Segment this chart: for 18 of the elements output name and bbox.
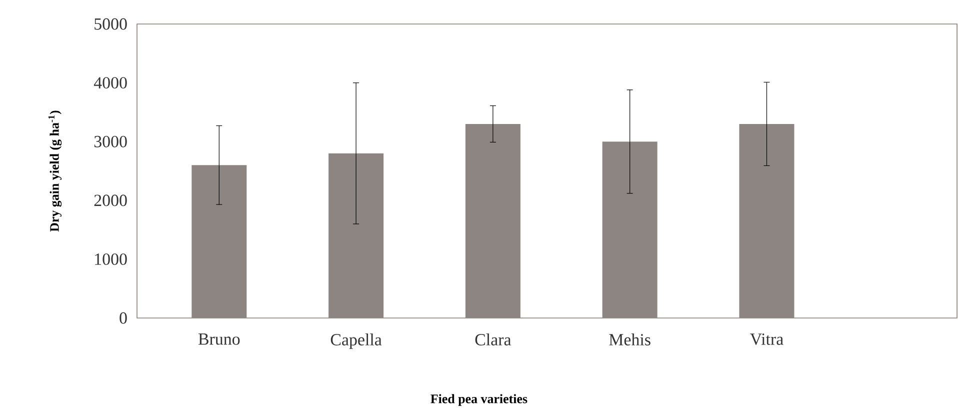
x-axis-title: Fied pea varieties [430,394,528,406]
x-tick-label: Clara [475,334,512,346]
y-axis-title: Dry gain yield (g ha$^{-1}$) [48,110,62,232]
x-tick-label: Mehis [609,334,650,346]
y-tick-label: 5000 [94,18,127,30]
x-tick-label: Vitra [750,334,784,345]
x-tick-label: Capella [330,334,382,349]
bar [328,153,384,318]
y-tick-label: 2000 [94,194,127,206]
y-tick-label: 4000 [94,77,127,89]
x-tick-label: Bruno [198,334,240,345]
bar [602,142,658,318]
bar [739,124,794,318]
bar [465,124,520,318]
y-tick-label: 1000 [95,253,127,265]
y-tick-label: 3000 [94,136,127,148]
bar [192,165,247,318]
y-tick-label: 0 [120,312,127,324]
